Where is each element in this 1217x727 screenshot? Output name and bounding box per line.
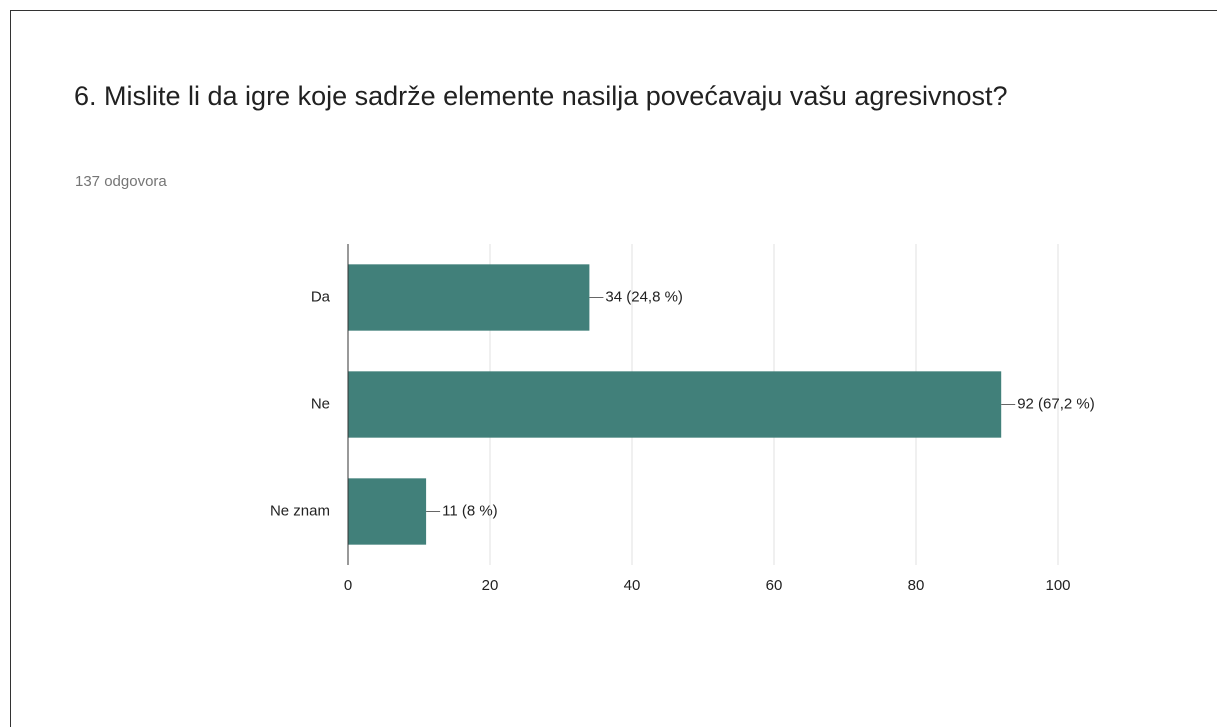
card [10,10,1217,727]
x-tick-label: 0 [344,577,352,594]
x-tick-label: 100 [1045,577,1070,594]
bar [348,371,1002,438]
data-label: 11 (8 %) [442,502,498,519]
y-tick-label: Ne znam [270,502,330,519]
data-label: 34 (24,8 %) [605,288,683,305]
x-tick-label: 20 [482,577,499,594]
bar [348,478,427,545]
chart-title: 6. Mislite li da igre koje sadrže elemen… [74,81,1008,111]
y-tick-label: Ne [311,395,330,412]
bar [348,264,590,331]
x-tick-label: 80 [908,577,925,594]
x-tick-label: 60 [766,577,783,594]
data-label: 92 (67,2 %) [1017,395,1095,412]
x-tick-label: 40 [624,577,641,594]
y-tick-label: Da [311,288,331,305]
chart-subtitle: 137 odgovora [75,173,167,190]
